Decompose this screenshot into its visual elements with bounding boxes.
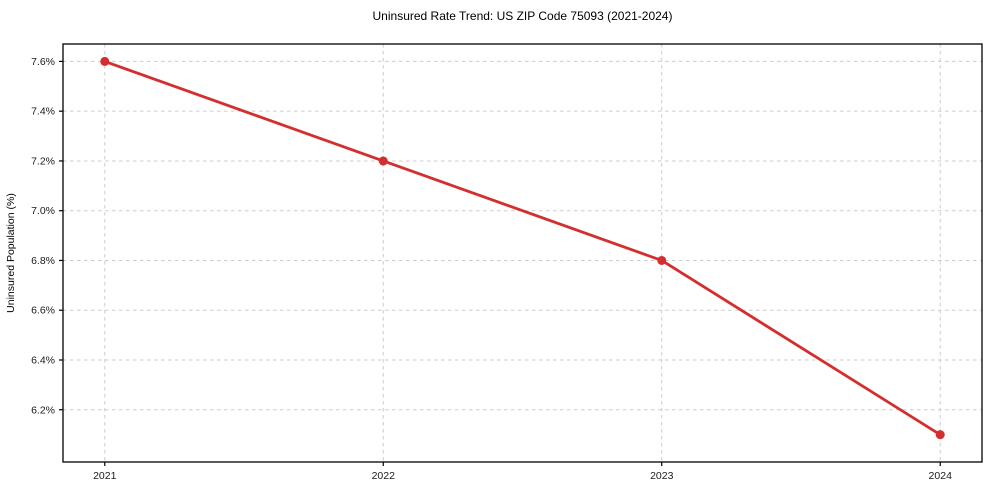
y-tick-label: 7.4% bbox=[31, 106, 55, 118]
plot-area: 6.2% 6.4% 6.6% 6.8% 7.0% 7.2% 7.4% 7.6% 2021 2022… bbox=[31, 43, 983, 482]
data-point-marker bbox=[100, 56, 110, 66]
y-tick-label: 7.6% bbox=[31, 56, 55, 68]
y-tick-label: 7.0% bbox=[31, 205, 55, 217]
y-tick-label: 6.2% bbox=[31, 404, 55, 416]
y-tick-label: 6.6% bbox=[31, 305, 55, 317]
data-point-marker bbox=[657, 255, 667, 265]
data-point-marker bbox=[935, 430, 945, 440]
chart-title: Uninsured Rate Trend: US ZIP Code 75093 … bbox=[372, 9, 673, 23]
x-tick-label: 2021 bbox=[93, 470, 117, 482]
x-tick-label: 2023 bbox=[650, 470, 674, 482]
x-tick-label: 2022 bbox=[372, 470, 396, 482]
y-tick-label: 7.2% bbox=[31, 155, 55, 167]
y-tick-label: 6.8% bbox=[31, 255, 55, 267]
x-tick-label: 2024 bbox=[929, 470, 953, 482]
y-axis-title: Uninsured Population (%) bbox=[5, 193, 17, 313]
trend-line bbox=[103, 60, 942, 437]
plot-border bbox=[62, 43, 983, 463]
y-tick-label: 6.4% bbox=[31, 354, 55, 366]
data-point-marker bbox=[378, 156, 388, 166]
